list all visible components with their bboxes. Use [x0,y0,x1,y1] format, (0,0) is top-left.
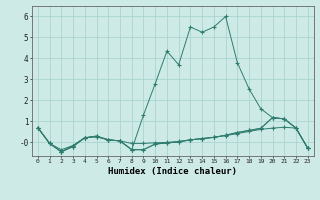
X-axis label: Humidex (Indice chaleur): Humidex (Indice chaleur) [108,167,237,176]
